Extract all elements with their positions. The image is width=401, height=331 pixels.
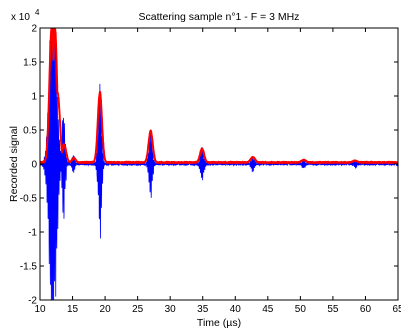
x-tick-label: 40 xyxy=(230,304,242,315)
x-tick-label: 65 xyxy=(392,304,401,315)
x-tick-label: 15 xyxy=(67,304,79,315)
x-tick-label: 30 xyxy=(165,304,177,315)
y-tick-label: -1.5 xyxy=(20,262,38,273)
y-axis-label: Recorded signal xyxy=(8,126,20,202)
y-exponent-base: x 10 xyxy=(11,12,30,23)
x-tick-label: 55 xyxy=(327,304,339,315)
x-tick-label: 25 xyxy=(132,304,144,315)
ticks-group: 10 15 20 25 30 35 40 45 50 55 60 65 -2 -1.5 -1 -0.5 0 0.5… xyxy=(20,24,401,316)
x-tick-label: 20 xyxy=(100,304,112,315)
y-tick-label: 0 xyxy=(31,160,37,171)
x-tick-label: 60 xyxy=(360,304,372,315)
x-tick-label: 45 xyxy=(262,304,274,315)
y-tick-label: 0.5 xyxy=(23,126,37,137)
x-tick-label: 10 xyxy=(34,304,46,315)
y-tick-label: -2 xyxy=(28,296,37,307)
y-tick-label: 2 xyxy=(31,24,37,35)
y-tick-label: -1 xyxy=(28,228,37,239)
y-tick-label: 1.5 xyxy=(23,58,37,69)
y-tick-label: 1 xyxy=(31,92,37,103)
x-tick-label: 50 xyxy=(295,304,307,315)
plot-series-group xyxy=(40,28,398,300)
x-axis-label: Time (µs) xyxy=(197,317,241,329)
chart-title: Scattering sample n°1 - F = 3 MHz xyxy=(139,11,300,23)
series-envelope-line xyxy=(40,28,398,164)
y-tick-label: -0.5 xyxy=(20,194,38,205)
x-tick-label: 35 xyxy=(197,304,209,315)
y-exponent-power: 4 xyxy=(35,8,40,17)
